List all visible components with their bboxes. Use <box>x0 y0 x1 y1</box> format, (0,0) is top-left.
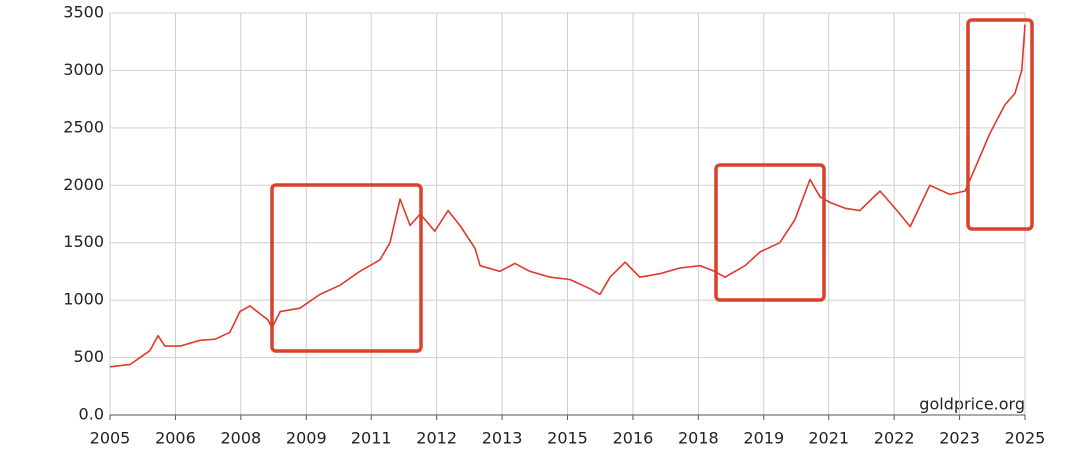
x-tick-label: 2018 <box>678 429 719 448</box>
x-tick-label: 2022 <box>874 429 915 448</box>
y-tick-label: 3500 <box>63 3 104 22</box>
x-tick-label: 2016 <box>613 429 654 448</box>
y-tick-label: 2500 <box>63 117 104 136</box>
x-tick-label: 2005 <box>90 429 131 448</box>
x-tick-label: 2011 <box>351 429 392 448</box>
y-tick-label: 2000 <box>63 175 104 194</box>
source-label: goldprice.org <box>919 395 1025 414</box>
x-tick-label: 2008 <box>220 429 261 448</box>
x-tick-label: 2013 <box>482 429 523 448</box>
highlight-box <box>714 163 826 302</box>
y-tick-label: 1500 <box>63 232 104 251</box>
highlight-box <box>270 183 423 353</box>
x-tick-label: 2023 <box>939 429 980 448</box>
x-tick-label: 2025 <box>1005 429 1046 448</box>
x-tick-label: 2009 <box>286 429 327 448</box>
x-tick-label: 2015 <box>547 429 588 448</box>
y-tick-label: 1000 <box>63 290 104 309</box>
x-tick-label: 2012 <box>416 429 457 448</box>
price-line <box>109 24 1026 368</box>
y-tick-label: 3000 <box>63 60 104 79</box>
x-tick-label: 2006 <box>155 429 196 448</box>
x-tick-label: 2021 <box>808 429 849 448</box>
y-tick-label: 0.0 <box>79 405 104 424</box>
x-tick-label: 2019 <box>743 429 784 448</box>
y-tick-label: 500 <box>73 347 104 366</box>
highlight-box <box>966 18 1034 231</box>
